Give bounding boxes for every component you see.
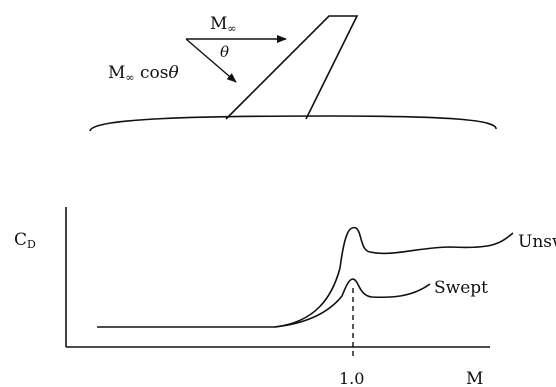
swept-wing-outline: [225, 15, 359, 120]
y-axis-label: CD: [14, 230, 36, 251]
angle-label: θ: [220, 43, 229, 61]
series-label-unswept: Unswept: [518, 232, 556, 252]
drag-chart: CD M 1.0 Unswept Swept: [14, 207, 556, 387]
freestream-label: M∞: [210, 14, 237, 35]
fuselage-outline: [89, 115, 497, 132]
x-axis-label: M: [466, 369, 483, 387]
series-line-swept: [274, 278, 431, 328]
normal-component-arrow: [185, 38, 237, 83]
wing-diagram: M∞ θ M∞ cosθ: [89, 14, 497, 132]
series-label-swept: Swept: [434, 278, 488, 298]
series-line-unswept: [274, 226, 514, 328]
normal-component-label: M∞ cosθ: [108, 63, 179, 84]
x-tick-label: 1.0: [339, 369, 364, 387]
